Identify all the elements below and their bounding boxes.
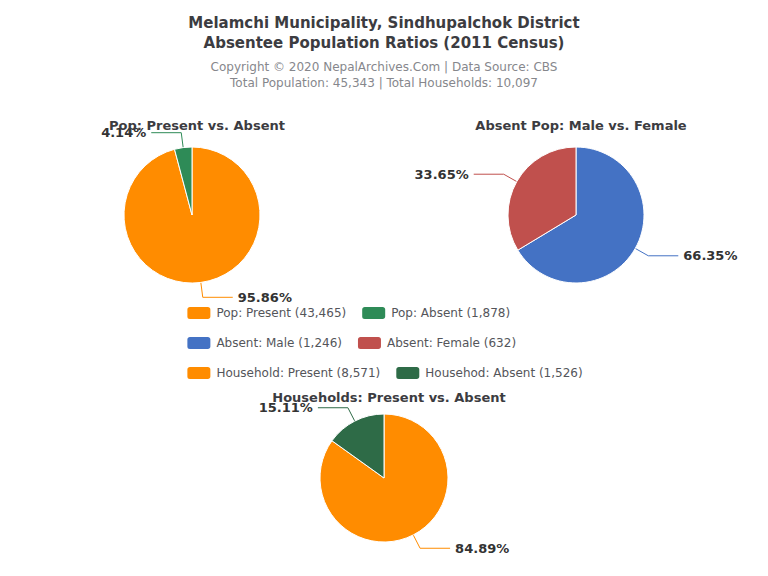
svg-text:Absentee Population Ratios (20: Absentee Population Ratios (2011 Census): [204, 34, 565, 52]
svg-text:Househod: Absent (1,526): Househod: Absent (1,526): [425, 366, 582, 380]
svg-text:Absent Pop: Male vs. Female: Absent Pop: Male vs. Female: [475, 118, 687, 133]
svg-text:Pop: Absent (1,878): Pop: Absent (1,878): [391, 306, 510, 320]
svg-text:33.65%: 33.65%: [415, 167, 469, 182]
svg-text:15.11%: 15.11%: [258, 400, 313, 416]
svg-text:Households: Present vs. Absent: Households: Present vs. Absent: [272, 390, 505, 405]
svg-text:Absent: Female (632): Absent: Female (632): [387, 336, 516, 350]
svg-text:Melamchi Municipality, Sindhup: Melamchi Municipality, Sindhupalchok Dis…: [188, 14, 579, 32]
svg-text:Pop: Present (43,465): Pop: Present (43,465): [216, 306, 346, 320]
svg-text:Copyright © 2020 NepalArchives: Copyright © 2020 NepalArchives.Com | Dat…: [211, 60, 558, 74]
svg-text:Absent: Male (1,246): Absent: Male (1,246): [216, 336, 342, 350]
svg-text:Household: Present (8,571): Household: Present (8,571): [216, 366, 380, 380]
svg-text:Total Population: 45,343 | Tot: Total Population: 45,343 | Total Househo…: [229, 76, 538, 90]
svg-text:Pop: Present vs. Absent: Pop: Present vs. Absent: [109, 118, 285, 133]
svg-text:84.89%: 84.89%: [455, 541, 509, 556]
svg-text:95.86%: 95.86%: [238, 290, 292, 305]
svg-text:66.35%: 66.35%: [683, 248, 737, 263]
